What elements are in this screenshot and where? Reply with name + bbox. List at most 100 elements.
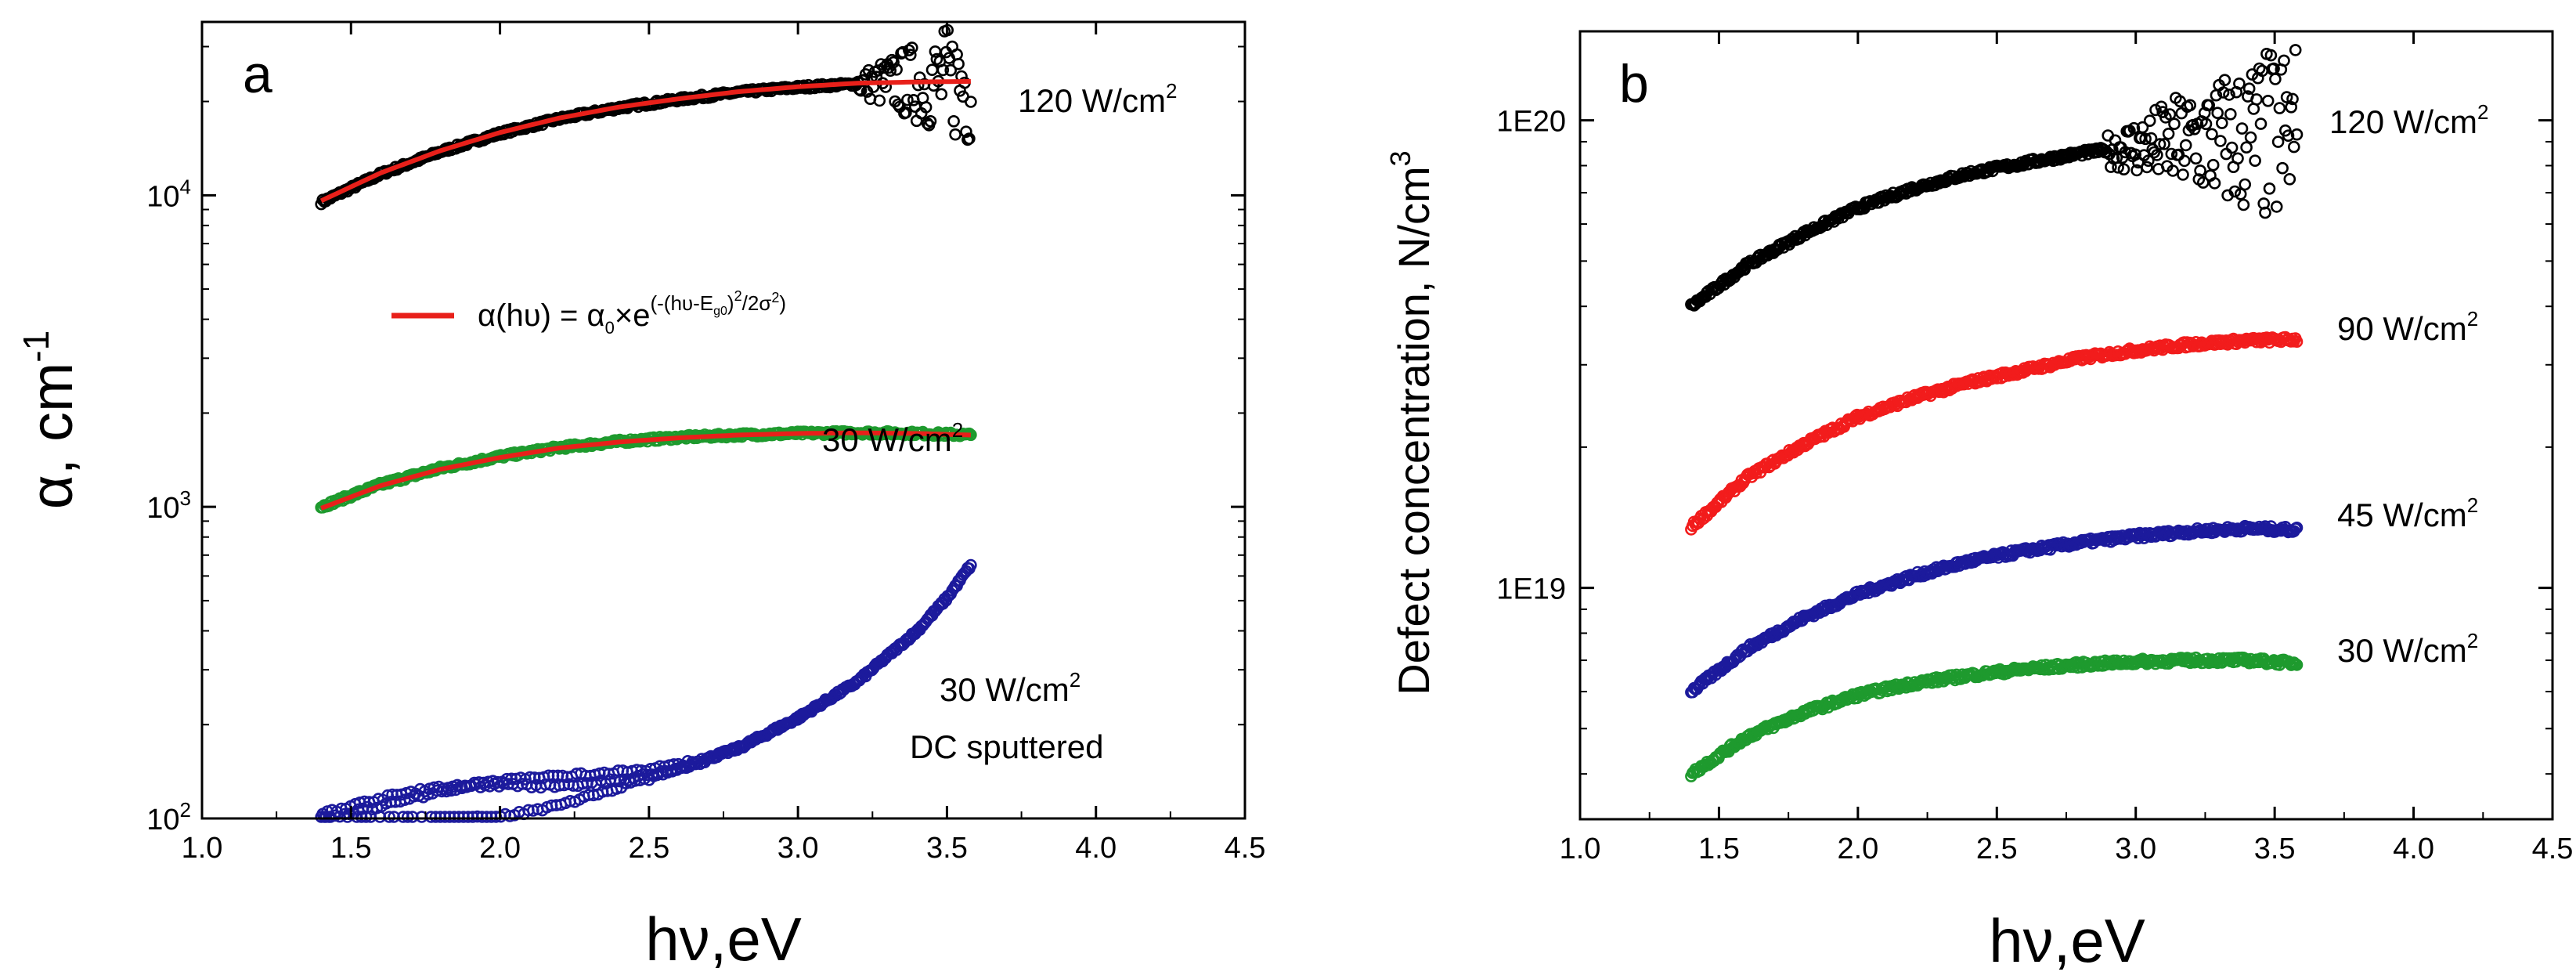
data-point bbox=[919, 101, 933, 114]
data-point bbox=[2148, 146, 2160, 159]
series-label-a-30dc-line2: DC sputtered bbox=[910, 728, 1103, 765]
data-point bbox=[963, 132, 976, 145]
data-point bbox=[2235, 122, 2249, 135]
data-point bbox=[960, 125, 972, 138]
data-point bbox=[2276, 161, 2289, 175]
series-label-a-120-sup: 2 bbox=[1166, 79, 1177, 103]
panel-b-marks bbox=[1685, 44, 2304, 782]
data-point bbox=[2273, 102, 2286, 114]
legend-eq-times: ×e bbox=[615, 298, 651, 333]
panel-a-x-axis: 1.0 1.5 2.0 2.5 3.0 3.5 4.0 4.5 bbox=[182, 22, 1265, 865]
data-point bbox=[2211, 107, 2224, 119]
panel-b-label: b bbox=[1619, 54, 1649, 114]
legend-eq-exp-sub: g0 bbox=[713, 305, 727, 318]
panel-a-plot-frame bbox=[200, 20, 1247, 820]
data-point bbox=[2141, 161, 2153, 174]
fit-line-0 bbox=[319, 78, 971, 204]
data-point bbox=[2139, 132, 2152, 146]
legend-eq-lhs-sub: 0 bbox=[605, 318, 615, 338]
y-tick-label-exp-a-0: 2 bbox=[180, 798, 191, 822]
data-point bbox=[935, 88, 948, 101]
series-label-a-30dc-sup: 2 bbox=[1070, 668, 1081, 692]
x-tick-label-b-3: 2.5 bbox=[1976, 833, 2018, 865]
series-label-a-120: 120 W/cm2 bbox=[1018, 79, 1178, 119]
data-point bbox=[900, 106, 912, 119]
legend-eq-exp4: ) bbox=[779, 291, 786, 315]
data-point bbox=[904, 49, 917, 61]
legend-eq-exp-sup2: 2 bbox=[771, 290, 779, 305]
data-point bbox=[936, 63, 950, 77]
data-point bbox=[2225, 141, 2239, 154]
series-label-b-30-text: 30 W/cm bbox=[2337, 632, 2467, 669]
x-tick-label-b-5: 3.5 bbox=[2254, 833, 2296, 865]
data-point bbox=[2167, 164, 2179, 177]
data-point bbox=[2271, 135, 2285, 148]
y-tick-label-base-a-1: 10 bbox=[146, 492, 179, 525]
panel-a-marks bbox=[315, 23, 977, 823]
data-point bbox=[924, 115, 937, 128]
data-point bbox=[2189, 152, 2203, 165]
data-point bbox=[2261, 95, 2275, 107]
series-label-a-30-text: 30 W/cm bbox=[822, 421, 952, 458]
data-point bbox=[2100, 145, 2113, 158]
series-b-2 bbox=[1685, 519, 2304, 699]
data-point bbox=[2231, 152, 2244, 165]
panel-b-x-axis-title: hν,eV bbox=[1989, 906, 2145, 975]
data-point bbox=[965, 96, 977, 108]
data-point bbox=[2206, 158, 2220, 172]
series-a-2 bbox=[315, 558, 977, 823]
data-point bbox=[2136, 121, 2149, 134]
data-point bbox=[2127, 121, 2141, 135]
data-point bbox=[401, 811, 414, 823]
data-point bbox=[2237, 198, 2250, 211]
data-point bbox=[878, 61, 891, 74]
data-point bbox=[2239, 178, 2251, 191]
panel-b-chart: 1.0 1.5 2.0 2.5 3.0 3.5 4.0 4.5 1E19 1E20 b 120 … bbox=[1384, 30, 2574, 975]
data-point bbox=[2216, 117, 2228, 129]
y-tick-label-b-1: 1E20 bbox=[1496, 106, 1566, 139]
x-tick-label-a-3: 2.5 bbox=[628, 832, 669, 865]
data-point bbox=[2234, 188, 2247, 200]
data-point bbox=[2244, 131, 2257, 144]
legend-fit-equation: α(hυ) = α0×e(-(hυ-Eg0)2/2σ2) bbox=[478, 288, 786, 338]
series-label-a-30dc-line1: 30 W/cm bbox=[940, 671, 1070, 708]
data-point bbox=[2165, 147, 2178, 161]
panel-b-y-axis-title-sup: 3 bbox=[1384, 150, 1416, 166]
data-point bbox=[925, 63, 939, 76]
series-label-b-90-sup: 2 bbox=[2467, 307, 2478, 331]
panel-a-legend: α(hυ) = α0×e(-(hυ-Eg0)2/2σ2) bbox=[391, 288, 786, 338]
panel-b-y-axis-title-text: Defect concentration, N/cm bbox=[1389, 166, 1438, 695]
x-tick-label-a-0: 1.0 bbox=[182, 832, 223, 865]
data-point bbox=[2179, 139, 2192, 152]
series-label-b-90: 90 W/cm2 bbox=[2337, 307, 2478, 347]
data-point bbox=[2269, 73, 2282, 85]
data-point bbox=[949, 128, 961, 141]
data-point bbox=[2175, 107, 2188, 120]
series-label-b-45-text: 45 W/cm bbox=[2337, 497, 2467, 533]
data-point bbox=[909, 100, 922, 113]
x-tick-label-b-7: 4.5 bbox=[2532, 833, 2574, 865]
y-tick-label-exp-a-1: 3 bbox=[180, 486, 191, 510]
y-tick-label-a-0: 102 bbox=[146, 798, 191, 836]
x-tick-label-a-4: 3.0 bbox=[777, 832, 819, 865]
series-a-0 bbox=[315, 23, 977, 211]
data-point bbox=[2199, 117, 2213, 131]
data-point bbox=[383, 811, 395, 823]
legend-eq-exp3: /2σ bbox=[742, 291, 772, 315]
panel-a-label: a bbox=[243, 45, 272, 104]
legend-eq-exp1: (-(hυ-E bbox=[650, 291, 713, 315]
data-point bbox=[2177, 168, 2189, 181]
x-tick-label-b-1: 1.5 bbox=[1698, 833, 1740, 865]
data-point bbox=[2168, 117, 2181, 130]
data-point bbox=[2206, 128, 2218, 141]
data-point bbox=[873, 94, 886, 107]
y-tick-label-base-a-0: 10 bbox=[146, 804, 179, 836]
data-point bbox=[2178, 154, 2191, 168]
data-point bbox=[2283, 173, 2296, 186]
data-point bbox=[2143, 114, 2156, 127]
x-tick-label-b-6: 4.0 bbox=[2393, 833, 2434, 865]
data-point bbox=[2285, 101, 2297, 114]
data-point bbox=[2145, 132, 2158, 145]
